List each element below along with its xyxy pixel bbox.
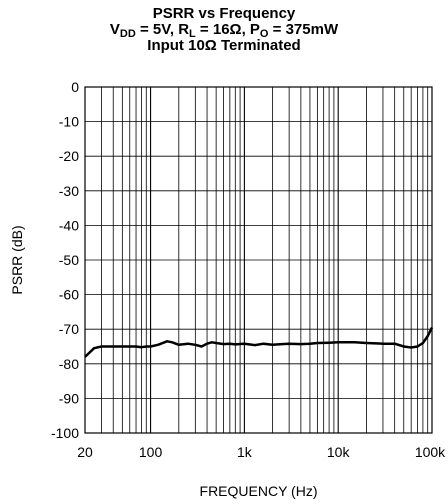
- plot-frame: [84, 86, 433, 434]
- y-tick-label: 0: [71, 79, 79, 95]
- major-grid: [85, 87, 432, 433]
- x-tick-label: 20: [77, 444, 93, 460]
- x-axis-label: FREQUENCY (Hz): [200, 483, 318, 499]
- y-tick-label: -40: [59, 217, 79, 233]
- y-tick-label: -60: [59, 287, 79, 303]
- y-tick-labels: 0 -10 -20 -30 -40 -50 -60 -70 -80 -90 -100: [51, 79, 79, 441]
- chart-title-line-1: PSRR vs Frequency: [152, 5, 296, 22]
- chart-title-line-2: VDD = 5V, RL = 16Ω, PO = 375mW: [109, 21, 339, 40]
- psrr-series-line: [84, 326, 434, 358]
- y-tick-label: -10: [59, 114, 79, 130]
- y-tick-label: -100: [51, 425, 79, 441]
- y-tick-label: -90: [59, 390, 79, 406]
- y-tick-label: -20: [59, 148, 79, 164]
- x-tick-label: 1k: [237, 444, 253, 460]
- y-tick-label: -30: [59, 183, 79, 199]
- x-tick-label: 10k: [327, 444, 351, 460]
- x-tick-label: 100k: [415, 444, 446, 460]
- x-tick-labels: 20 100 1k 10k 100k: [77, 444, 446, 460]
- y-tick-label: -80: [59, 356, 79, 372]
- y-tick-label: -50: [59, 252, 79, 268]
- x-tick-label: 100: [139, 444, 163, 460]
- y-tick-label: -70: [59, 321, 79, 337]
- y-axis-label: PSRR (dB): [9, 225, 25, 294]
- chart-title-line-3: Input 10Ω Terminated: [147, 37, 301, 54]
